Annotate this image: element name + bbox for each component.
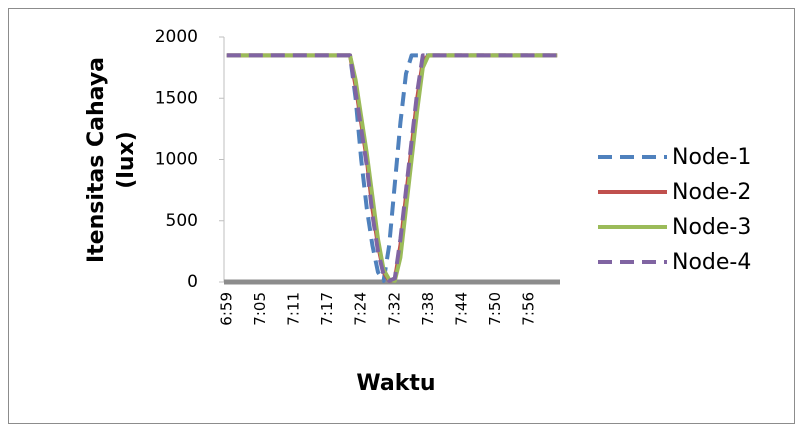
y-axis-title: Itensitas Cahaya [84, 57, 109, 263]
x-tick-label: 7:24 [352, 292, 370, 326]
y-tick-label: 1000 [155, 150, 198, 170]
series-line [226, 53, 558, 283]
y-tick-label: 500 [166, 211, 198, 231]
y-axis-title: (lux) [114, 131, 139, 189]
y-tick-label: 2000 [155, 27, 198, 47]
x-tick-label: 7:05 [251, 292, 269, 326]
x-tick-label: 6:59 [217, 292, 235, 326]
legend-label: Node-2 [672, 180, 751, 205]
x-tick-label: 7:17 [318, 292, 336, 326]
x-tick-label: 7:56 [520, 292, 538, 326]
legend-label: Node-3 [672, 215, 751, 240]
x-tick-label: 7:44 [453, 292, 471, 326]
y-tick-label: 0 [187, 272, 198, 292]
legend-label: Node-4 [672, 250, 751, 275]
x-tick-label: 7:50 [486, 292, 504, 326]
x-tick-label: 7:11 [285, 292, 303, 326]
x-tick-label: 7:38 [419, 292, 437, 326]
legend-label: Node-1 [672, 145, 751, 170]
y-tick-label: 1500 [155, 88, 198, 108]
x-axis-title: Waktu [356, 371, 435, 396]
x-tick-label: 7:32 [385, 292, 403, 326]
